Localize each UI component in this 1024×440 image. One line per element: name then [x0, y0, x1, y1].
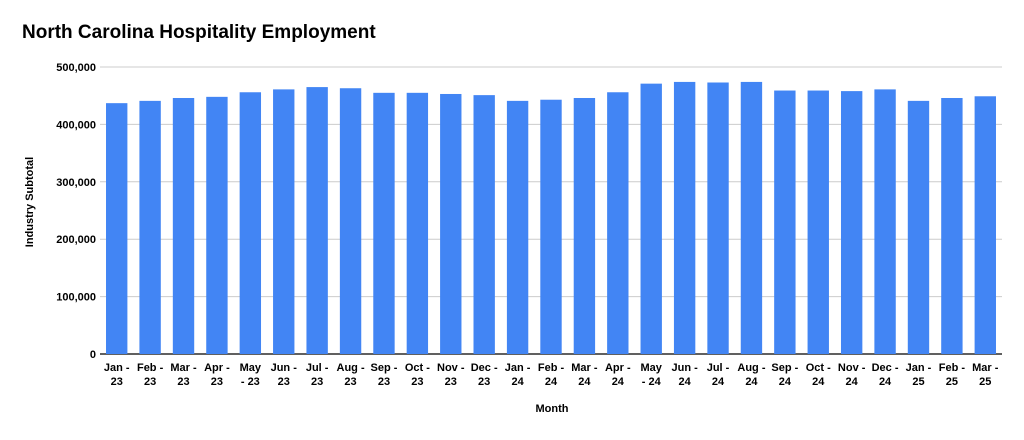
x-tick-label: 24: [511, 376, 524, 388]
x-tick-label: Sep -: [771, 362, 798, 374]
bar: [840, 91, 863, 354]
x-tick-label: 23: [177, 376, 189, 388]
bar: [874, 89, 896, 355]
x-tick-label: - 23: [241, 376, 260, 388]
x-tick-label: Mar -: [571, 362, 598, 374]
bar: [172, 97, 195, 354]
bar: [239, 92, 262, 355]
bar: [607, 92, 629, 355]
x-tick-label: Nov -: [838, 362, 866, 374]
x-tick-label: Jun -: [271, 362, 298, 374]
bar: [907, 100, 930, 354]
bar: [540, 99, 562, 354]
y-tick-label: 300,000: [56, 177, 96, 189]
bar: [273, 89, 295, 355]
x-tick-label: Apr -: [605, 362, 631, 374]
x-tick-label: 24: [712, 376, 725, 388]
x-tick-label: 23: [478, 376, 490, 388]
bar: [774, 90, 796, 354]
bar: [206, 96, 228, 355]
x-tick-label: 25: [979, 376, 991, 388]
x-tick-label: 23: [278, 376, 290, 388]
x-tick-label: 23: [144, 376, 156, 388]
x-tick-label: Dec -: [872, 362, 899, 374]
bar: [506, 100, 529, 354]
y-tick-label: 100,000: [56, 292, 96, 304]
x-tick-label: 23: [344, 376, 356, 388]
x-tick-label: Apr -: [204, 362, 230, 374]
x-tick-label: 25: [946, 376, 958, 388]
x-tick-label: Dec -: [471, 362, 498, 374]
x-tick-label: Jan -: [906, 362, 932, 374]
x-tick-label: 24: [812, 376, 825, 388]
bar: [440, 93, 462, 354]
bar: [573, 97, 596, 354]
x-tick-label: 24: [578, 376, 591, 388]
x-tick-label: Jan -: [505, 362, 531, 374]
x-tick-label: Mar -: [972, 362, 999, 374]
bar: [707, 82, 729, 355]
bar: [306, 87, 328, 354]
bar: [640, 83, 662, 355]
x-tick-label: May: [641, 362, 663, 374]
x-tick-label: 24: [679, 376, 692, 388]
y-tick-label: 500,000: [56, 62, 96, 74]
x-tick-label: Jul -: [306, 362, 329, 374]
x-tick-label: Aug -: [337, 362, 365, 374]
x-tick-label: Mar -: [170, 362, 197, 374]
x-tick-label: 23: [411, 376, 423, 388]
x-tick-label: - 24: [642, 376, 662, 388]
x-tick-label: 24: [545, 376, 558, 388]
x-tick-label: Feb -: [939, 362, 966, 374]
x-tick-label: 23: [211, 376, 223, 388]
y-tick-label: 400,000: [56, 119, 96, 131]
x-tick-label: 24: [745, 376, 758, 388]
x-tick-label: 23: [111, 376, 123, 388]
bar: [373, 92, 395, 354]
x-tick-label: Feb -: [538, 362, 565, 374]
bar: [740, 81, 763, 354]
bar: [807, 90, 829, 354]
x-tick-label: Aug -: [737, 362, 765, 374]
x-tick-label: Jul -: [707, 362, 730, 374]
chart-title: North Carolina Hospitality Employment: [22, 22, 376, 43]
x-axis-label: Month: [535, 403, 569, 415]
x-tick-label: 23: [311, 376, 323, 388]
bar: [974, 96, 996, 355]
x-tick-label: 24: [779, 376, 792, 388]
y-tick-label: 0: [90, 349, 96, 361]
x-tick-label: 24: [612, 376, 625, 388]
bar: [139, 100, 161, 354]
x-tick-label: 24: [879, 376, 892, 388]
x-tick-label: Jan -: [104, 362, 130, 374]
bar: [673, 81, 696, 354]
x-tick-label: 25: [912, 376, 924, 388]
x-tick-label: Oct -: [405, 362, 430, 374]
bar: [473, 95, 495, 354]
x-tick-label: Oct -: [806, 362, 831, 374]
bar: [339, 88, 362, 354]
bar: [941, 97, 963, 354]
x-tick-label: 24: [846, 376, 859, 388]
x-tick-label: Nov -: [437, 362, 465, 374]
bar: [106, 103, 128, 354]
x-tick-label: 23: [445, 376, 457, 388]
x-tick-label: Jun -: [671, 362, 698, 374]
x-tick-label: Sep -: [371, 362, 398, 374]
y-tick-label: 200,000: [56, 234, 96, 246]
bar: [406, 92, 429, 354]
x-tick-label: Feb -: [137, 362, 164, 374]
x-tick-label: 23: [378, 376, 390, 388]
x-tick-label: May: [240, 362, 262, 374]
